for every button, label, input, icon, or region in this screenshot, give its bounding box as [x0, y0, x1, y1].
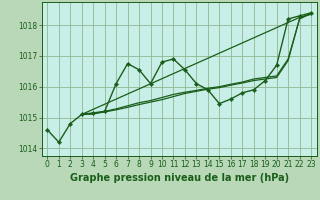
- X-axis label: Graphe pression niveau de la mer (hPa): Graphe pression niveau de la mer (hPa): [70, 173, 289, 183]
